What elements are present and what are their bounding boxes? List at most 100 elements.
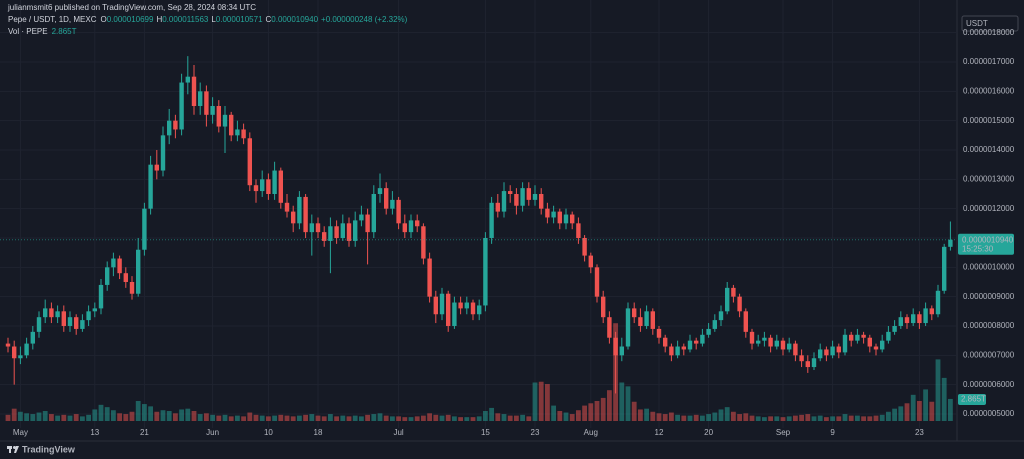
candle-body bbox=[222, 114, 228, 127]
volume-bar bbox=[538, 381, 544, 421]
candle-body bbox=[229, 114, 234, 136]
candle-body bbox=[117, 258, 122, 274]
volume-bar bbox=[569, 414, 575, 421]
volume-bar bbox=[948, 398, 953, 421]
volume-bar bbox=[365, 414, 370, 421]
candle-body bbox=[873, 346, 879, 350]
candle-body bbox=[148, 164, 153, 209]
candle-body bbox=[675, 346, 680, 356]
candle-body bbox=[80, 320, 85, 329]
candle-body bbox=[923, 308, 928, 324]
volume-bar bbox=[458, 417, 463, 421]
volume-bar bbox=[408, 417, 414, 421]
candle-body bbox=[433, 296, 438, 315]
volume-legend: Vol · PEPE 2.865T bbox=[8, 27, 80, 36]
candle-body bbox=[247, 138, 252, 186]
y-tick-label: 0.0000009000 bbox=[963, 292, 1015, 301]
volume-bar bbox=[173, 413, 178, 421]
candle-body bbox=[861, 334, 866, 338]
candle-body bbox=[625, 308, 631, 347]
candle-body bbox=[514, 194, 519, 206]
candle-body bbox=[520, 188, 525, 206]
volume-bar bbox=[495, 413, 501, 421]
volume-bar bbox=[421, 415, 426, 421]
volume-bar bbox=[135, 400, 141, 421]
brand: TradingView bbox=[22, 444, 76, 454]
candle-body bbox=[446, 293, 451, 326]
candle-body bbox=[830, 346, 835, 356]
volume-bar bbox=[247, 412, 253, 421]
volume-bar bbox=[588, 403, 594, 421]
volume-bar bbox=[768, 416, 773, 421]
candle-body bbox=[185, 76, 190, 83]
candle-body bbox=[842, 334, 848, 353]
volume-bar bbox=[619, 382, 625, 421]
volume-bar bbox=[340, 415, 346, 421]
candle-body bbox=[452, 302, 457, 326]
x-tick-label: 10 bbox=[264, 428, 273, 437]
ohlc-item: C0.000010940 bbox=[266, 15, 319, 24]
currency-box[interactable] bbox=[961, 15, 1019, 32]
candle-body bbox=[204, 91, 209, 115]
volume-bar bbox=[18, 411, 23, 421]
candle-body bbox=[929, 308, 934, 315]
publisher-line: julianmsmit6 published on TradingView.co… bbox=[8, 3, 260, 12]
candle-body bbox=[49, 308, 54, 318]
volume-bar bbox=[917, 400, 922, 421]
x-tick-label: 15 bbox=[481, 428, 490, 437]
candle-body bbox=[92, 308, 97, 312]
candle-body bbox=[18, 355, 23, 359]
volume-bar bbox=[154, 411, 160, 421]
volume-bar bbox=[328, 414, 333, 421]
volume-bar bbox=[414, 416, 420, 421]
volume-bar bbox=[712, 412, 718, 421]
candle-body bbox=[24, 343, 29, 356]
candle-body bbox=[582, 237, 587, 256]
candle-body bbox=[359, 214, 364, 221]
publisher: julianmsmit6 published on TradingView.co… bbox=[8, 3, 256, 12]
candle-body bbox=[774, 340, 779, 347]
volume-bar bbox=[687, 415, 693, 421]
candle-body bbox=[904, 317, 910, 324]
candle-body bbox=[935, 290, 941, 315]
x-tick-label: 9 bbox=[830, 428, 835, 437]
y-tick-label: 0.0000007000 bbox=[963, 350, 1015, 359]
candle-body bbox=[346, 223, 352, 241]
candle-body bbox=[793, 343, 798, 356]
candle-body bbox=[111, 258, 116, 268]
candle-body bbox=[532, 194, 538, 200]
y-tick-label: 0.0000016000 bbox=[963, 86, 1015, 95]
currency: USDT bbox=[966, 19, 988, 28]
volume-bar bbox=[557, 410, 563, 421]
x-tick-label: Aug bbox=[584, 428, 598, 437]
volume-bar bbox=[24, 413, 29, 421]
candle-body bbox=[681, 346, 686, 350]
volume-bar bbox=[545, 384, 550, 421]
volume-bar bbox=[36, 412, 42, 421]
candle-body bbox=[284, 202, 290, 212]
candle-body bbox=[588, 255, 593, 268]
ohlc-value: 0.000011563 bbox=[162, 15, 209, 24]
candle-body bbox=[799, 355, 804, 362]
volume-bar bbox=[179, 409, 184, 421]
candle-body bbox=[241, 129, 246, 139]
candle-body bbox=[663, 337, 668, 347]
ohlc-value: 0.000010699 bbox=[106, 15, 154, 24]
candle-body bbox=[669, 346, 674, 356]
volume-bar bbox=[352, 415, 358, 421]
y-tick-label: 0.0000012000 bbox=[963, 204, 1015, 213]
volume-tag-value: 2.865T bbox=[961, 395, 986, 404]
volume-bar bbox=[427, 413, 432, 421]
x-tick-label: 21 bbox=[140, 428, 149, 437]
candle-body bbox=[594, 267, 600, 297]
y-tick-label: 0.0000005000 bbox=[963, 409, 1015, 418]
volume-bar bbox=[383, 415, 389, 421]
candle-body bbox=[129, 281, 135, 294]
volume-bar bbox=[514, 415, 519, 421]
candle-body bbox=[210, 106, 215, 115]
y-tick-label: 0.0000014000 bbox=[963, 145, 1015, 154]
candle-body bbox=[787, 343, 792, 350]
volume-bar bbox=[675, 414, 680, 421]
volume-bar bbox=[315, 415, 321, 421]
